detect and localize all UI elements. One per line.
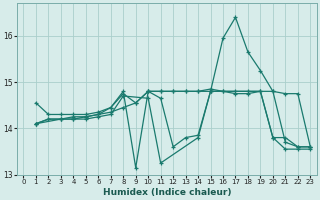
X-axis label: Humidex (Indice chaleur): Humidex (Indice chaleur) [103,188,231,197]
